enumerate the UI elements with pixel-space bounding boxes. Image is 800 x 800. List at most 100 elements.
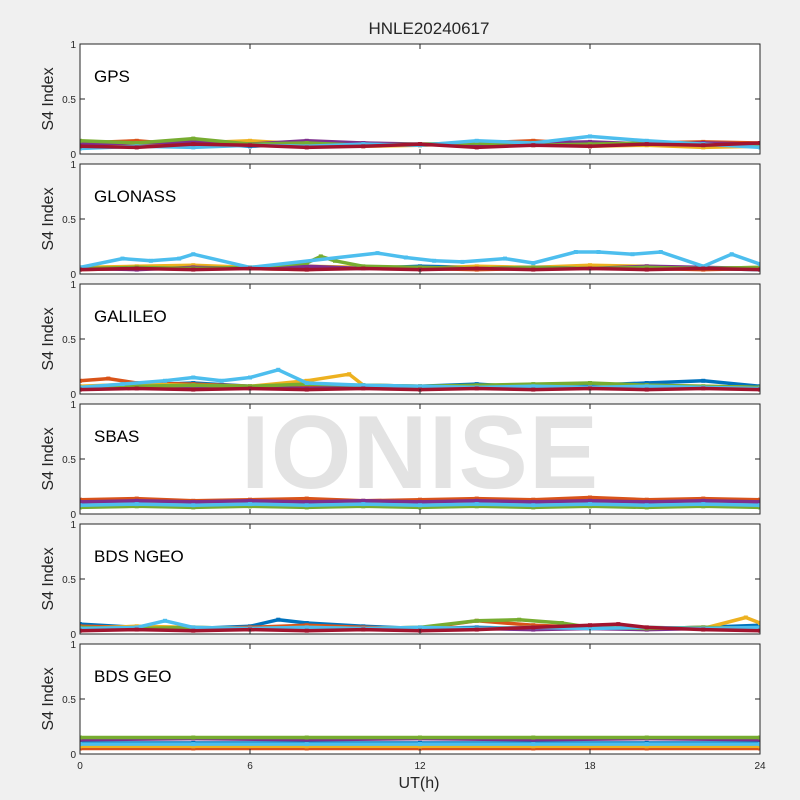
data-point [304, 625, 309, 630]
panel-label: SBAS [94, 427, 139, 446]
data-point [531, 746, 536, 751]
y-tick-label: 0 [70, 630, 76, 641]
data-point [248, 375, 252, 380]
data-point [588, 502, 592, 507]
data-point [134, 384, 139, 389]
data-point [596, 250, 601, 254]
data-point [248, 498, 252, 503]
data-point [701, 502, 706, 507]
data-point [474, 502, 479, 507]
panel-galileo: 0 0.5 1 S4 Index GALILEO [40, 280, 761, 401]
data-point [531, 497, 536, 502]
data-point [588, 266, 592, 271]
data-point [304, 496, 309, 501]
data-point [80, 505, 82, 510]
data-point [304, 387, 309, 392]
data-point [758, 497, 760, 502]
data-point [531, 503, 536, 508]
data-point [80, 138, 82, 143]
data-point [644, 742, 649, 747]
data-point [177, 256, 182, 261]
plot-area [80, 44, 760, 154]
panels: 0 0.5 1 S4 Index GPS 0 0.5 1 S4 Index GLONASS 0 0.5… [40, 40, 766, 772]
data-point [418, 142, 422, 147]
data-point [418, 499, 422, 504]
data-point [531, 744, 536, 749]
data-point [758, 499, 760, 504]
y-tick-label: 0 [70, 270, 76, 281]
data-point [191, 744, 196, 749]
data-point [80, 387, 82, 392]
data-point [644, 625, 649, 630]
data-point [758, 262, 760, 267]
data-point [361, 504, 366, 509]
data-point [347, 372, 352, 377]
data-point [588, 381, 592, 385]
data-point [80, 144, 82, 149]
data-point [375, 251, 380, 256]
x-tick-label: 18 [584, 761, 596, 772]
data-point [80, 499, 82, 504]
data-point [418, 744, 422, 749]
data-point [418, 742, 422, 747]
data-point [418, 746, 422, 751]
data-point [758, 628, 760, 633]
data-point [474, 145, 479, 150]
y-tick-label: 0 [70, 510, 76, 521]
series-group [80, 735, 760, 751]
data-point [248, 386, 252, 391]
data-point [134, 627, 139, 632]
data-point [304, 735, 309, 740]
data-point [701, 386, 706, 391]
data-point [80, 265, 82, 270]
data-point [304, 145, 309, 150]
data-point [248, 502, 252, 507]
data-point [588, 142, 592, 147]
data-point [758, 621, 760, 625]
y-axis-label: S4 Index [40, 307, 57, 370]
data-point [588, 144, 592, 149]
y-axis-label: S4 Index [40, 547, 57, 610]
data-point [80, 142, 82, 147]
data-point [134, 138, 139, 143]
data-point [758, 267, 760, 272]
data-point [333, 258, 337, 263]
panel-label: GLONASS [94, 187, 176, 206]
data-point [304, 746, 309, 751]
data-point [418, 497, 422, 502]
data-point [701, 496, 706, 501]
data-point [304, 623, 309, 628]
data-point [644, 138, 649, 143]
data-point [474, 266, 479, 271]
data-point [134, 502, 139, 507]
data-point [418, 503, 422, 508]
data-point [80, 746, 82, 751]
data-point [80, 742, 82, 747]
data-point [758, 625, 760, 630]
data-point [304, 138, 309, 143]
data-point [304, 261, 309, 265]
data-point [134, 504, 139, 509]
data-point [191, 375, 196, 380]
data-point [276, 367, 281, 372]
data-point [474, 383, 479, 388]
data-point [588, 623, 592, 628]
data-point [758, 742, 760, 747]
data-point [588, 139, 592, 144]
data-point [644, 735, 649, 740]
panel-glonass: 0 0.5 1 S4 Index GLONASS [40, 160, 761, 281]
data-point [644, 505, 649, 510]
x-tick-label: 12 [414, 761, 426, 772]
data-point [531, 505, 536, 510]
data-point [134, 145, 139, 150]
data-point [701, 266, 706, 271]
data-point [418, 735, 422, 740]
data-point [644, 381, 649, 385]
data-point [191, 503, 196, 508]
data-point [588, 263, 592, 268]
data-point [120, 382, 125, 387]
data-point [644, 746, 649, 751]
y-tick-label: 1 [70, 640, 76, 651]
data-point [191, 252, 196, 257]
data-point [474, 496, 479, 501]
